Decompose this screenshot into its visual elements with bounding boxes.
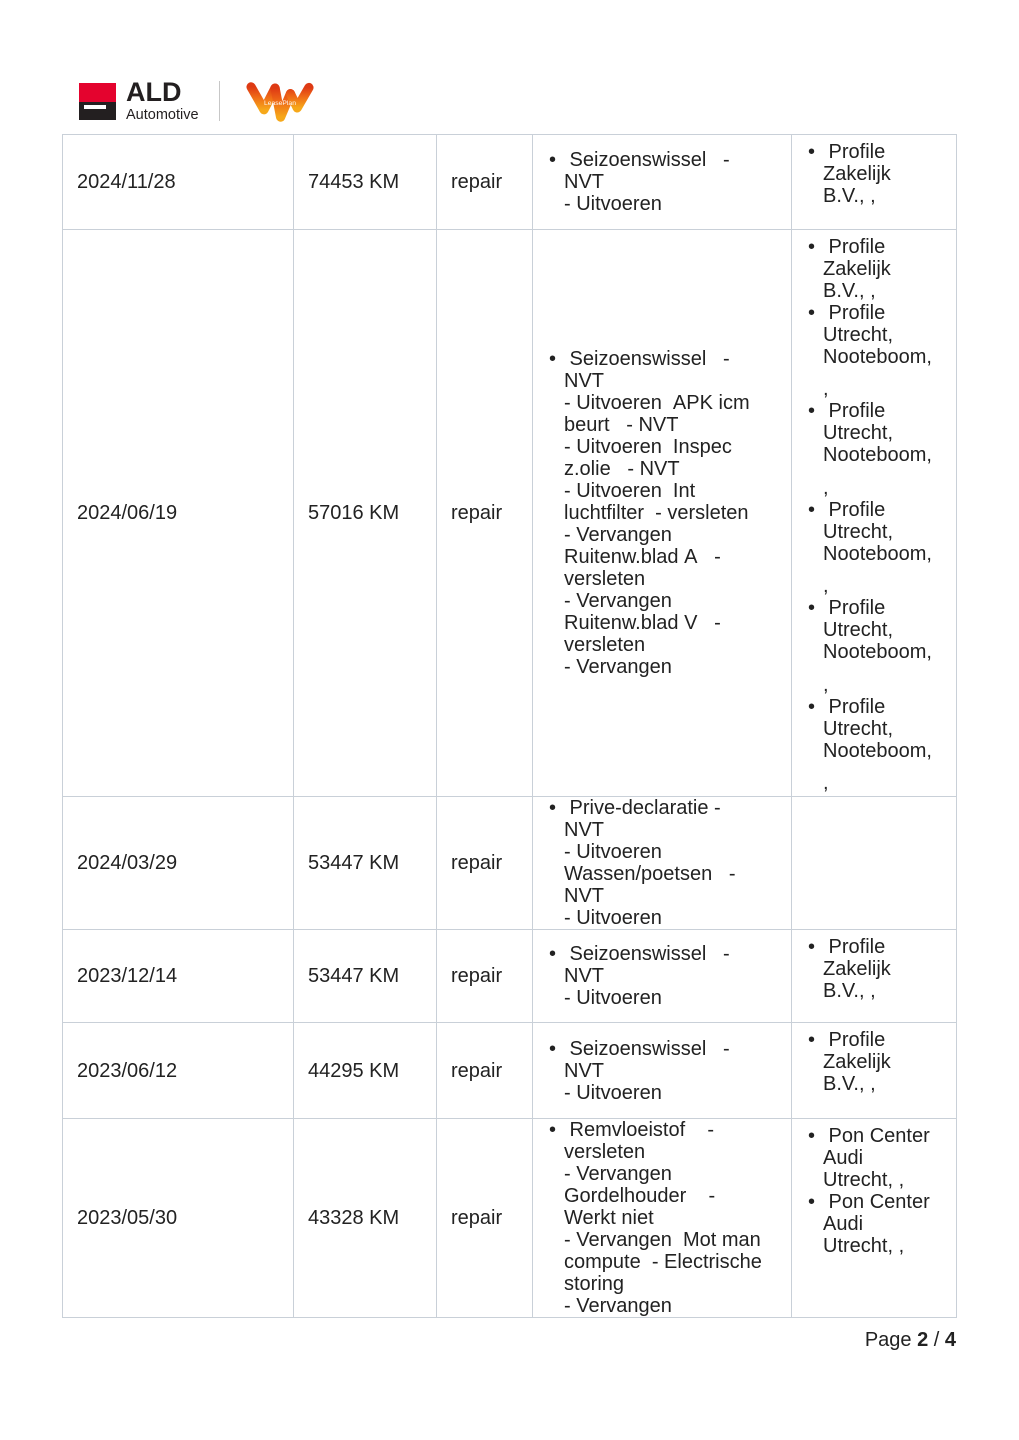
svg-text:LeasePlan: LeasePlan — [264, 100, 296, 107]
